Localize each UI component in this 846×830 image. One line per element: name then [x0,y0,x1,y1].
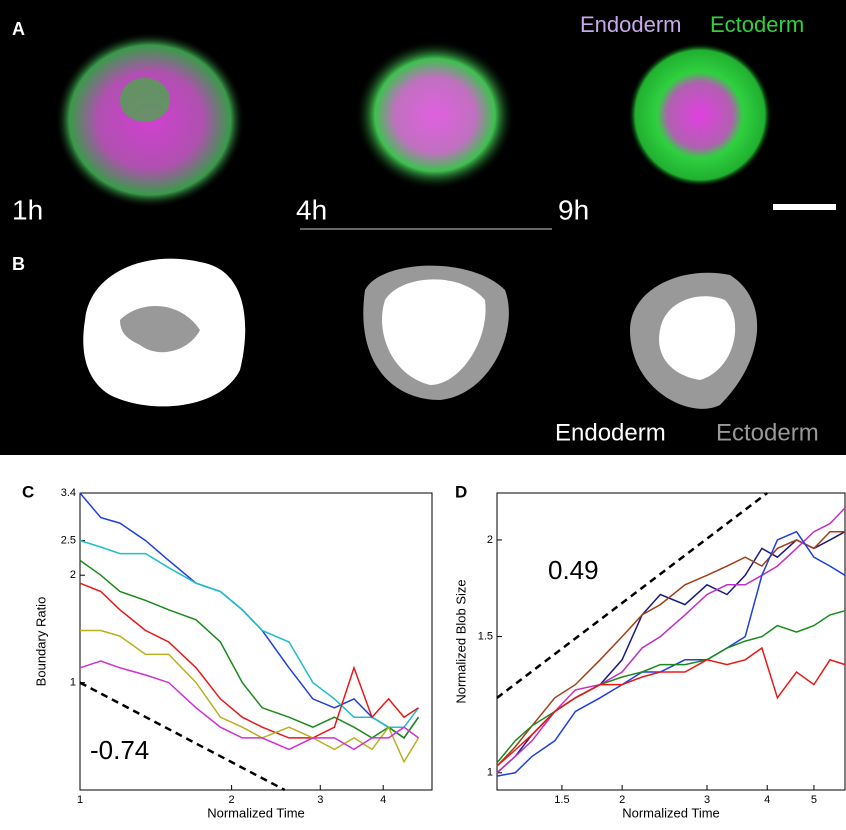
x-tick-label: 3 [704,794,710,806]
y-tick-label: 1 [487,767,493,779]
y-tick-label: 2 [487,534,493,546]
legend-endoderm: Endoderm [580,12,682,37]
y-axis-label: Boundary Ratio [33,597,48,687]
x-axis-label: Normalized Time [207,805,305,820]
time-label: 1h [12,194,43,225]
x-tick-label: 1.5 [554,794,569,806]
panel-label: D [455,482,467,501]
figure: A Endoderm Ectoderm 1h 4h 9h B Endoderm … [0,0,846,825]
x-tick-label: 1 [77,794,83,806]
x-tick-label: 2 [619,794,625,806]
x-tick-label: 5 [811,794,817,806]
slope-label: 0.49 [548,555,599,585]
time-label: 9h [558,194,589,225]
y-tick-label: 2.5 [61,535,76,547]
legend-endoderm: Endoderm [555,419,666,446]
y-tick-label: 3.4 [61,487,76,499]
slope-label: -0.74 [90,735,149,765]
cell-aggregate [355,40,515,190]
y-axis-label: Normalized Blob Size [453,579,468,703]
legend-ectoderm: Ectoderm [710,12,804,37]
x-tick-label: 4 [764,794,770,806]
panel-label: C [22,482,34,501]
y-tick-label: 2 [70,569,76,581]
cell-aggregate [628,43,772,187]
panel-label: A [12,19,25,39]
y-tick-label: 1 [70,677,76,689]
y-tick-label: 1.5 [478,630,493,642]
ectoderm-patch [120,78,170,122]
x-axis-label: Normalized Time [622,805,720,820]
panel-label: B [12,254,25,274]
x-tick-label: 2 [229,794,235,806]
x-tick-label: 3 [317,794,323,806]
x-tick-label: 4 [380,794,386,806]
time-label: 4h [296,194,327,225]
legend-ectoderm: Ectoderm [716,419,819,446]
